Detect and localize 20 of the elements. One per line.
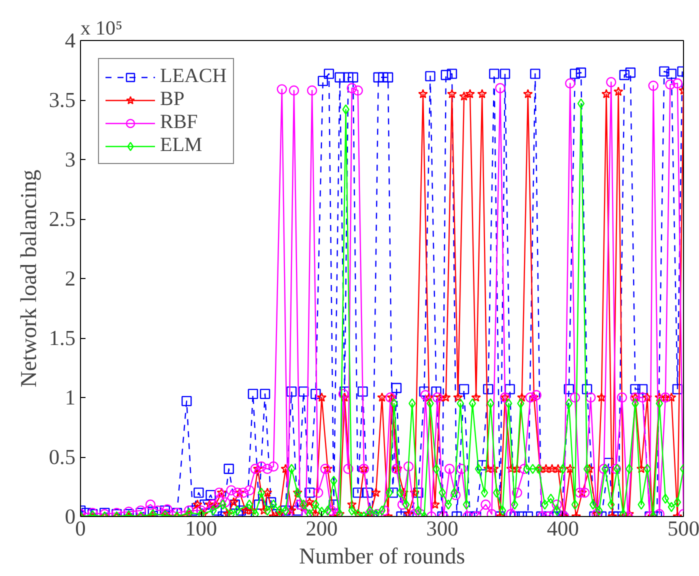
y-tick-label: 3.5 (48, 88, 76, 112)
x-tick-label: 500 (668, 516, 699, 540)
y-tick-label: 4 (64, 28, 76, 52)
x-tick-label: 100 (185, 516, 218, 540)
y-tick-label: 3 (64, 148, 76, 172)
text: x 10⁵ (80, 18, 122, 40)
x-tick-label: 300 (426, 516, 458, 540)
y-tick-label: 2 (64, 266, 76, 290)
y-tick-label: 2.5 (48, 207, 76, 231)
y-axis-title: Network load balancing (16, 170, 41, 388)
legend-label: ELM (160, 134, 202, 157)
x-tick-label: 400 (546, 516, 579, 540)
x-tick-label: 200 (306, 516, 338, 540)
legend-label: RBF (160, 111, 198, 134)
legend-label: LEACH (160, 65, 227, 88)
legend-label: BP (160, 88, 184, 111)
y-tick-label: 0.5 (48, 445, 76, 469)
x-axis-title: Number of rounds (298, 544, 466, 568)
y-tick-label: 1.5 (48, 326, 76, 350)
y-tick-label: 1 (64, 386, 76, 410)
